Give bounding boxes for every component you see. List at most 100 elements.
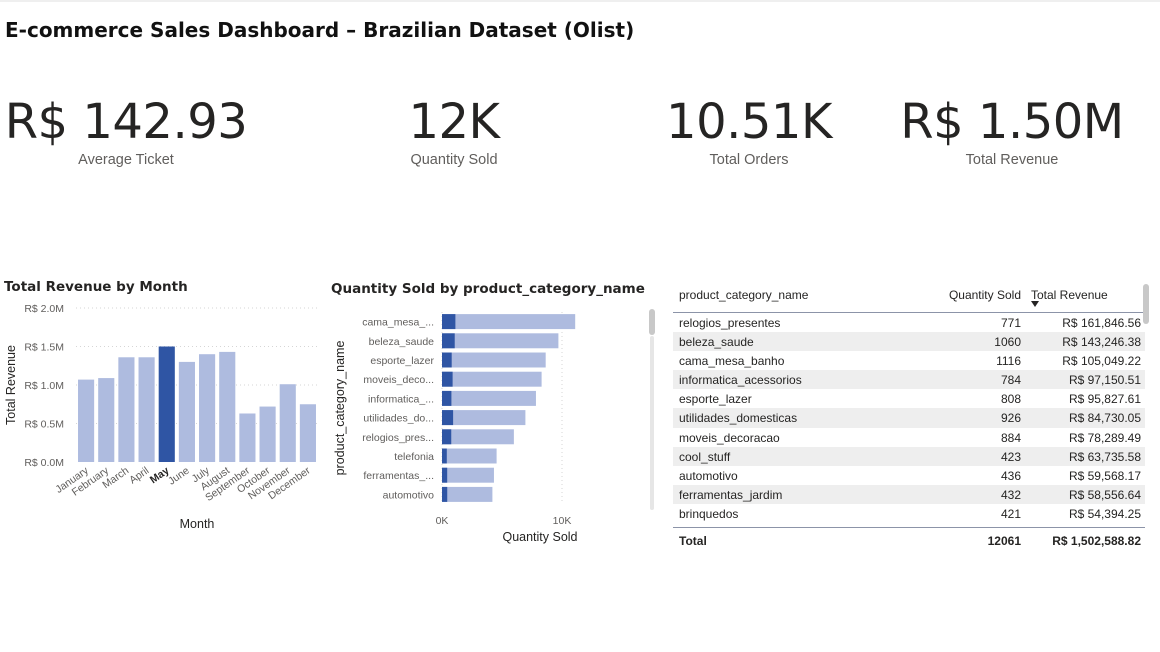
cell-category: relogios_presentes — [679, 316, 781, 330]
table-row[interactable]: cool_stuff 423 R$ 63,735.58 — [673, 446, 1145, 466]
bar-highlight — [442, 333, 455, 349]
bar-january — [78, 379, 95, 462]
cell-quantity: 808 — [1000, 392, 1021, 407]
bar-april — [138, 357, 155, 462]
table-row[interactable]: informatica_acessorios 784 R$ 97,150.51 — [673, 370, 1145, 390]
cell-category: utilidades_domesticas — [679, 411, 798, 426]
table-row[interactable]: utilidades_domesticas 926 R$ 84,730.05 — [673, 408, 1145, 428]
cell-revenue: R$ 143,246.38 — [1062, 335, 1141, 350]
cell-quantity: 423 — [1000, 449, 1021, 464]
bar-september — [239, 413, 256, 462]
y-tick-label: R$ 1.0M — [24, 380, 64, 392]
y-tick-label: telefonia — [394, 451, 434, 463]
bar-july — [199, 354, 216, 462]
kpi-value: R$ 142.93 — [4, 94, 248, 150]
x-tick-label: 0K — [436, 515, 449, 527]
bar-highlight — [442, 314, 456, 330]
table-row[interactable]: moveis_decoracao 884 R$ 78,289.49 — [673, 428, 1145, 447]
sort-descending-icon[interactable] — [1031, 301, 1039, 307]
bar-highlight — [442, 390, 452, 406]
table-row[interactable]: relogios_presentes 771 R$ 161,846.56 — [673, 313, 1145, 332]
kpi-card-average-ticket[interactable]: R$ 142.93 Average Ticket — [0, 92, 256, 168]
cell-quantity: 926 — [1000, 411, 1021, 426]
kpi-card-total-orders[interactable]: 10.51K Total Orders — [619, 92, 879, 168]
total-quantity: 12061 — [987, 534, 1021, 549]
table-row[interactable]: automotivo 436 R$ 59,568.17 — [673, 466, 1145, 485]
y-tick-label: esporte_lazer — [370, 355, 434, 367]
bar-highlight — [442, 371, 453, 387]
cell-category: informatica_acessorios — [679, 373, 802, 388]
cell-category: beleza_saude — [679, 335, 754, 350]
bar-relogios_pres — [442, 429, 514, 445]
cell-category: moveis_decoracao — [679, 430, 780, 445]
bar-highlight — [442, 352, 452, 368]
cell-quantity: 784 — [1000, 373, 1021, 388]
table-row[interactable]: esporte_lazer 808 R$ 95,827.61 — [673, 389, 1145, 408]
y-tick-label: R$ 2.0M — [24, 303, 64, 315]
column-header-category[interactable]: product_category_name — [679, 288, 809, 302]
bar-november — [279, 384, 296, 462]
y-tick-label: relogios_pres... — [362, 432, 434, 444]
cell-quantity: 884 — [1000, 430, 1021, 445]
bar-beleza_saude — [442, 333, 559, 349]
bar-highlight — [442, 410, 454, 426]
chart-scrollbar-track[interactable] — [650, 336, 654, 510]
bar-moveis_deco — [442, 371, 542, 387]
x-axis-title: Quantity Sold — [502, 530, 577, 544]
cell-revenue: R$ 161,846.56 — [1062, 316, 1141, 330]
bar-highlight — [442, 467, 448, 483]
table-row[interactable]: ferramentas_jardim 432 R$ 58,556.64 — [673, 484, 1145, 504]
y-tick-label: cama_mesa_... — [362, 317, 434, 329]
y-tick-label: R$ 0.0M — [24, 457, 64, 469]
y-axis-title: product_category_name — [333, 341, 347, 476]
chart-scrollbar-thumb[interactable] — [649, 309, 655, 335]
table-header: product_category_name Quantity Sold Tota… — [673, 282, 1145, 313]
table-scrollbar-thumb[interactable] — [1143, 284, 1149, 324]
cell-revenue: R$ 63,735.58 — [1068, 449, 1141, 464]
kpi-value: R$ 1.50M — [900, 94, 1124, 150]
y-axis-title: Total Revenue — [4, 345, 18, 425]
kpi-card-total-revenue[interactable]: R$ 1.50M Total Revenue — [882, 92, 1142, 168]
bar-august — [219, 351, 236, 462]
table-row[interactable]: cama_mesa_banho 1116 R$ 105,049.22 — [673, 351, 1145, 370]
total-revenue: R$ 1,502,588.82 — [1052, 534, 1141, 549]
x-axis-title: Month — [180, 517, 215, 531]
y-tick-label: moveis_deco... — [363, 374, 434, 386]
cell-revenue: R$ 95,827.61 — [1068, 392, 1141, 407]
kpi-card-quantity-sold[interactable]: 12K Quantity Sold — [324, 92, 584, 168]
kpi-value: 12K — [408, 94, 500, 150]
table-total-row: Total 12061 R$ 1,502,588.82 — [673, 527, 1145, 554]
top-border — [0, 0, 1160, 2]
column-header-revenue[interactable]: Total Revenue — [1031, 288, 1108, 302]
bar-highlight — [442, 448, 447, 464]
cell-category: ferramentas_jardim — [679, 487, 783, 502]
bar-highlight — [442, 486, 448, 502]
bar-october — [259, 406, 276, 462]
cell-quantity: 1060 — [994, 335, 1021, 350]
bar-informatica_ — [442, 390, 536, 406]
cell-revenue: R$ 54,394.25 — [1068, 506, 1141, 521]
cell-revenue: R$ 78,289.49 — [1068, 430, 1141, 445]
table-row[interactable]: brinquedos 421 R$ 54,394.25 — [673, 504, 1145, 523]
category-table: product_category_name Quantity Sold Tota… — [673, 282, 1145, 554]
y-tick-label: R$ 1.5M — [24, 342, 64, 354]
cell-revenue: R$ 58,556.64 — [1068, 487, 1141, 502]
y-tick-label: beleza_saude — [369, 336, 435, 348]
bar-telefonia — [442, 448, 497, 464]
table-row[interactable]: beleza_saude 1060 R$ 143,246.38 — [673, 332, 1145, 352]
cell-category: brinquedos — [679, 506, 739, 521]
revenue-by-month-chart[interactable]: R$ 0.0MR$ 0.5MR$ 1.0MR$ 1.5MR$ 2.0MJanua… — [0, 296, 330, 542]
cell-revenue: R$ 59,568.17 — [1068, 468, 1141, 483]
quantity-by-category-chart[interactable]: 0K 10K cama_mesa_... beleza_saude esporte_la… — [330, 298, 660, 550]
cell-quantity: 421 — [1000, 506, 1021, 521]
bar-utilidades_do — [442, 410, 526, 426]
kpi-label: Quantity Sold — [410, 152, 498, 168]
y-tick-label: informatica_... — [368, 393, 434, 405]
cell-category: cool_stuff — [679, 449, 731, 464]
cell-category: cama_mesa_banho — [679, 354, 785, 369]
column-header-quantity[interactable]: Quantity Sold — [948, 288, 1021, 302]
cell-category: automotivo — [679, 468, 738, 483]
cell-revenue: R$ 84,730.05 — [1068, 411, 1141, 426]
page-title: E-commerce Sales Dashboard – Brazilian D… — [5, 18, 635, 42]
kpi-value: 10.51K — [666, 94, 832, 150]
